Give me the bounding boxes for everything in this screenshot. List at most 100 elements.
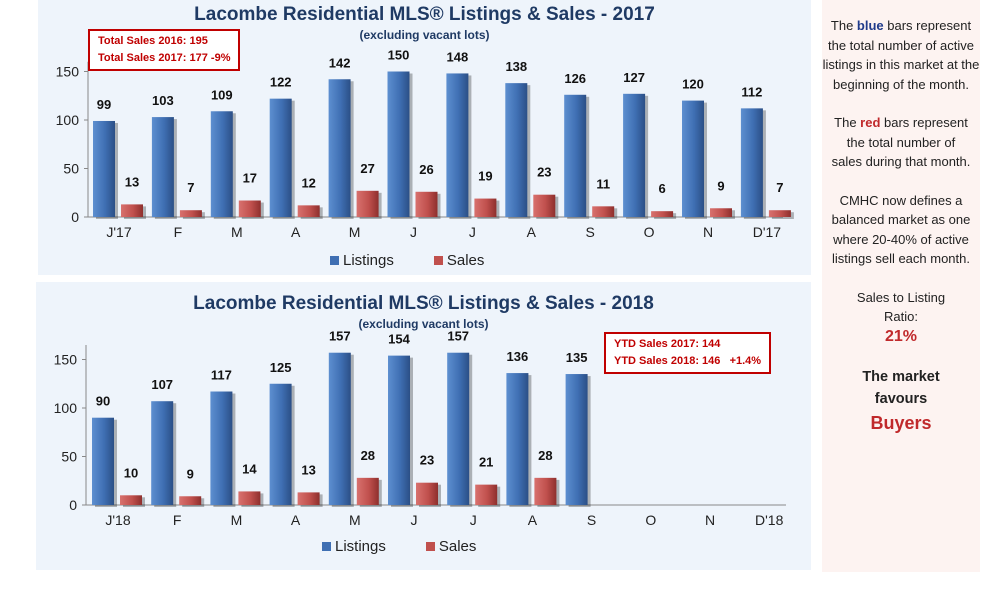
sales-data-label: 14 — [242, 461, 257, 476]
y-tick-label: 50 — [63, 161, 79, 177]
listings-data-label: 135 — [566, 350, 588, 365]
sidebar-text: The — [834, 115, 861, 130]
x-tick-label: J — [411, 512, 418, 528]
legend-2017: Listings Sales — [330, 252, 524, 269]
x-tick-label: F — [173, 512, 182, 528]
sidebar-paragraph-cmhc: CMHC now defines a balanced market as on… — [831, 192, 971, 267]
x-tick-label: M — [231, 224, 243, 240]
sidebar-ratio-value: 21% — [884, 327, 918, 345]
listings-bar — [210, 111, 233, 217]
sales-data-label: 21 — [479, 455, 493, 470]
annotation-box-2017: Total Sales 2016: 195 Total Sales 2017: 1… — [88, 29, 241, 71]
sidebar-paragraph-sales: The red bars represent the total number … — [822, 113, 980, 172]
sales-data-label: 13 — [301, 462, 315, 477]
sales-data-label: 26 — [419, 162, 433, 177]
sales-bar — [415, 191, 438, 217]
chart-title-2018: Lacombe Residential MLS® Listings & Sale… — [193, 293, 654, 314]
sales-data-label: 9 — [187, 466, 194, 481]
y-tick-label: 150 — [54, 352, 78, 368]
listings-data-label: 138 — [505, 59, 527, 74]
sales-bar — [120, 495, 142, 505]
x-tick-label: J'17 — [106, 224, 131, 240]
sales-bar — [533, 194, 556, 217]
listings-data-label: 120 — [682, 77, 704, 92]
listings-bar — [93, 120, 115, 217]
listings-bar — [328, 79, 351, 217]
x-tick-label: O — [645, 512, 656, 528]
sales-bar — [238, 491, 261, 505]
listings-data-label: 122 — [270, 75, 292, 90]
sales-data-label: 27 — [360, 161, 374, 176]
listings-bar — [328, 352, 351, 505]
listings-bar — [446, 73, 469, 217]
sales-bar — [475, 484, 498, 505]
sidebar-red-word: red — [860, 115, 881, 130]
listings-data-label: 154 — [388, 332, 410, 347]
listings-data-label: 107 — [151, 377, 173, 392]
sales-bar — [474, 198, 497, 217]
sidebar-blue-word: blue — [856, 18, 884, 33]
listings-bar — [740, 108, 763, 217]
x-tick-label: M — [349, 512, 361, 528]
legend-label-listings: Listings — [335, 538, 386, 555]
sales-bar — [651, 211, 674, 217]
listings-data-label: 117 — [211, 368, 232, 383]
sales-data-label: 17 — [243, 171, 257, 186]
listings-data-label: 148 — [447, 49, 469, 64]
annotation-line: YTD Sales 2017: 144 — [614, 338, 721, 350]
legend-swatch-sales — [433, 256, 443, 265]
y-tick-label: 0 — [69, 497, 77, 513]
annotation-box-2018: YTD Sales 2017: 144 YTD Sales 2018: 146 +… — [604, 332, 772, 374]
sales-bar — [297, 205, 320, 217]
y-tick-label: 100 — [54, 400, 78, 416]
sales-data-label: 11 — [596, 176, 610, 191]
legend-swatch-listings — [322, 542, 331, 551]
x-tick-label: A — [528, 512, 538, 528]
sidebar-text: bars represent the total number of activ… — [822, 18, 980, 92]
sidebar-paragraph-listings: The blue bars represent the total number… — [822, 16, 980, 94]
sales-bar — [179, 210, 202, 217]
x-tick-label: A — [527, 224, 537, 240]
listings-bar — [623, 93, 646, 217]
listings-bar — [565, 374, 588, 505]
y-tick-label: 0 — [71, 209, 79, 225]
chart-panel-2017: Lacombe Residential MLS® Listings & Sale… — [38, 0, 811, 275]
sidebar-text: bars represent the total number of sales… — [831, 115, 971, 169]
listings-data-label: 90 — [96, 394, 110, 409]
annotation-line: YTD Sales 2018: 146 +1.4% — [614, 355, 762, 367]
y-tick-label: 150 — [56, 64, 80, 80]
sales-data-label: 13 — [125, 174, 139, 189]
sales-data-label: 12 — [301, 175, 315, 190]
listings-bar — [151, 401, 174, 505]
x-tick-label: S — [586, 224, 595, 240]
x-tick-label: A — [291, 512, 301, 528]
x-tick-label: F — [174, 224, 183, 240]
sales-data-label: 7 — [187, 180, 194, 195]
legend-item-sales: Sales — [425, 538, 476, 555]
x-tick-label: M — [349, 224, 361, 240]
listings-bar — [269, 383, 292, 505]
listings-data-label: 157 — [447, 329, 469, 344]
legend-item-listings: Listings — [322, 538, 386, 555]
legend-item-listings: Listings — [330, 252, 394, 269]
bar-chart-2018: 0 50 100 150 J'18 90 10 F 107 9 M 117 14 A 125 13 M 157 28… — [54, 329, 786, 528]
y-tick-label: 100 — [56, 112, 80, 128]
listings-bar — [564, 94, 587, 217]
sidebar-market-buyers: Buyers — [870, 413, 932, 433]
sales-data-label: 6 — [658, 181, 665, 196]
listings-bar — [447, 352, 470, 505]
x-tick-label: N — [705, 512, 715, 528]
x-tick-label: D'17 — [753, 224, 782, 240]
chart-subtitle-2017: (excluding vacant lots) — [359, 28, 490, 42]
listings-data-label: 136 — [507, 349, 529, 364]
sales-bar — [238, 200, 261, 217]
listings-data-label: 142 — [329, 55, 351, 70]
listings-data-label: 150 — [388, 48, 410, 63]
sales-bar — [121, 204, 143, 217]
listings-bar — [151, 117, 174, 217]
sales-data-label: 28 — [538, 448, 552, 463]
sales-data-label: 7 — [776, 180, 783, 195]
chart-title-2017: Lacombe Residential MLS® Listings & Sale… — [194, 4, 655, 25]
sidebar-ratio-label: Sales to Listing Ratio: — [856, 289, 946, 325]
sales-data-label: 23 — [420, 453, 434, 468]
